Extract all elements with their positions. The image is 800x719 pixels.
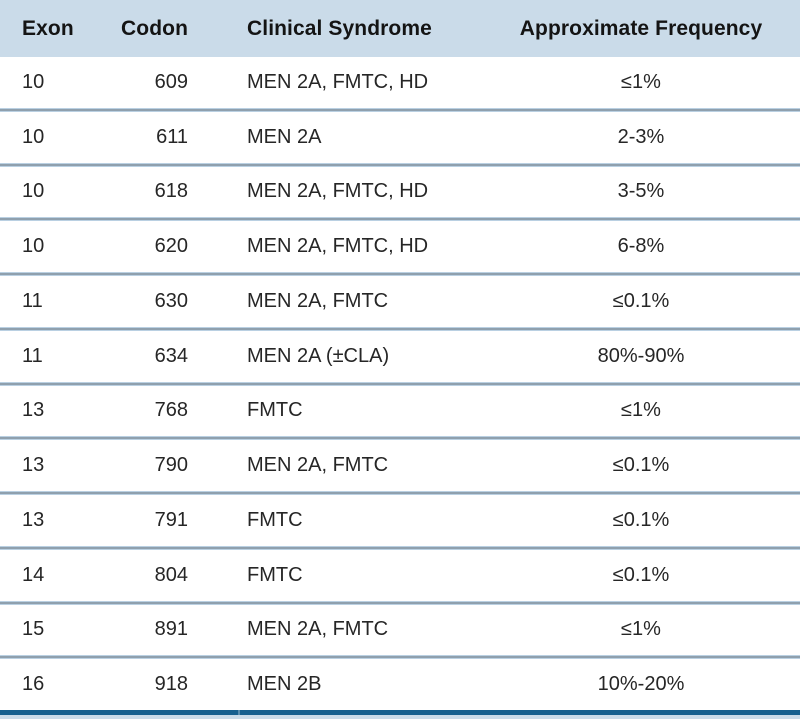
cell-codon: 620 [154,235,188,258]
cell-clinical-syndrome: MEN 2A [247,125,322,148]
row-divider [0,491,800,495]
cell-codon: 634 [154,344,188,367]
cell-clinical-syndrome: FMTC [247,508,303,531]
cell-codon: 918 [154,673,188,696]
row-divider [0,272,800,276]
column-header-exon: Exon [22,16,74,40]
cell-codon: 790 [154,454,188,477]
column-header-clinical-syndrome: Clinical Syndrome [247,16,432,40]
row-divider [0,545,800,550]
cell-codon: 618 [154,180,188,203]
cell-frequency: ≤1% [621,70,661,93]
cell-frequency: ≤1% [621,618,661,641]
row-divider [0,326,800,331]
cell-frequency: ≤0.1% [612,563,670,586]
cell-codon: 768 [154,399,188,422]
table-row: 13 790 MEN 2A, FMTC ≤0.1% [0,440,800,491]
cell-exon: 13 [22,508,45,531]
cell-exon: 11 [22,289,43,312]
cell-exon: 16 [22,673,45,696]
row-divider [0,655,800,660]
cell-frequency: 6-8% [617,235,665,258]
table-row: 10 611 MEN 2A 2-3% [0,112,800,163]
cell-clinical-syndrome: FMTC [247,563,303,586]
cell-clinical-syndrome: MEN 2A, FMTC, HD [247,235,429,258]
table-row: 11 634 MEN 2A (±CLA) 80%-90% [0,331,800,382]
table-row: 10 618 MEN 2A, FMTC, HD 3-5% [0,167,800,218]
cell-codon: 891 [154,618,188,641]
row-divider [0,436,800,441]
cell-frequency: 10%-20% [597,673,685,696]
table-row: 16 918 MEN 2B 10%-20% [0,659,800,710]
cell-codon: 804 [154,563,188,586]
cell-clinical-syndrome: MEN 2A, FMTC [247,454,389,477]
cell-exon: 15 [22,618,45,641]
cell-clinical-syndrome: MEN 2B [247,673,322,696]
row-divider [0,217,800,222]
table-row: 11 630 MEN 2A, FMTC ≤0.1% [0,276,800,327]
table-bottom-bar [0,710,800,715]
cell-exon: 14 [22,563,45,586]
table-row: 13 791 FMTC ≤0.1% [0,495,800,546]
cell-codon: 630 [154,289,188,312]
cell-codon: 609 [154,70,188,93]
cell-clinical-syndrome: MEN 2A, FMTC, HD [247,70,429,93]
column-header-codon: Codon [121,16,188,40]
cell-exon: 10 [22,180,45,203]
cell-frequency: ≤0.1% [612,454,670,477]
cell-clinical-syndrome: FMTC [247,399,303,422]
cell-clinical-syndrome: MEN 2A, FMTC [247,289,389,312]
cell-clinical-syndrome: MEN 2A, FMTC [247,618,389,641]
cell-frequency: ≤1% [621,399,661,422]
table-row: 10 620 MEN 2A, FMTC, HD 6-8% [0,221,800,272]
table-row: 15 891 MEN 2A, FMTC ≤1% [0,605,800,656]
bottom-bar-column-seam [238,710,240,715]
cell-clinical-syndrome: MEN 2A (±CLA) [247,344,390,367]
row-divider [0,600,800,605]
cell-codon: 611 [156,125,188,148]
row-divider [0,381,800,386]
cell-frequency: 3-5% [617,180,665,203]
cell-exon: 11 [22,344,43,367]
cell-exon: 10 [22,70,45,93]
table-row: 14 804 FMTC ≤0.1% [0,550,800,601]
cell-exon: 10 [22,125,45,148]
cell-frequency: ≤0.1% [612,289,670,312]
cell-frequency: 2-3% [617,125,665,148]
cell-exon: 13 [22,399,45,422]
cell-frequency: 80%-90% [597,344,685,367]
cell-codon: 791 [154,508,188,531]
table-header-row: Exon Codon Clinical Syndrome Approximate… [0,0,800,57]
cell-frequency: ≤0.1% [612,508,670,531]
table-row: 10 609 MEN 2A, FMTC, HD ≤1% [0,57,800,108]
row-divider [0,162,800,167]
cell-clinical-syndrome: MEN 2A, FMTC, HD [247,180,429,203]
cell-exon: 10 [22,235,45,258]
column-header-approximate-frequency: Approximate Frequency [519,16,763,40]
table-footer-strip [0,715,800,719]
cell-exon: 13 [22,454,45,477]
table-row: 13 768 FMTC ≤1% [0,386,800,437]
row-divider [0,107,800,112]
